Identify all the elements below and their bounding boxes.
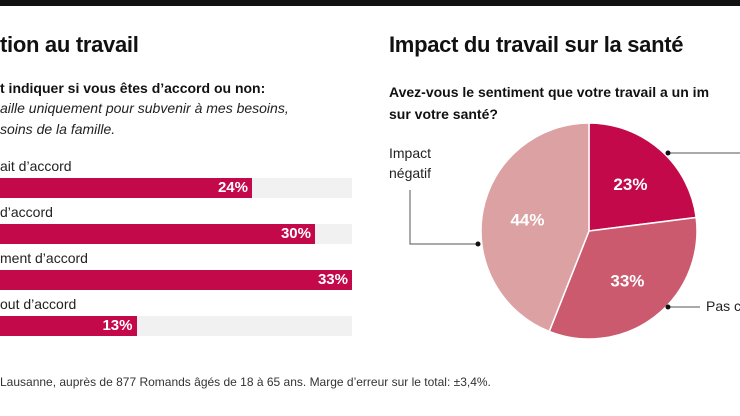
left-chart-title: tion au travail [0, 32, 139, 57]
bar-value-label: 13% [102, 317, 133, 334]
leader-dot [665, 304, 671, 310]
right-chart-title: Impact du travail sur la santé [389, 32, 684, 57]
bar-value-label: 30% [280, 225, 311, 242]
right-question-line2: sur votre santé? [389, 106, 498, 122]
bar-category-label: ment d’accord [0, 250, 88, 266]
bar-track: 30% [0, 224, 352, 244]
bar-track: 13% [0, 316, 352, 336]
bar: 33% [0, 270, 352, 290]
pie-slice [588, 122, 697, 232]
label-negative-line1: Impact [389, 145, 432, 161]
leader-dot [475, 241, 481, 247]
pie-slice [480, 122, 590, 333]
bar-value-label: 24% [217, 179, 248, 196]
bar-track: 24% [0, 178, 352, 198]
bar-category-label: out d’accord [0, 296, 77, 312]
label-negative-line2: négatif [389, 165, 432, 181]
pie-value-label: 44% [510, 210, 544, 229]
label-no-impact: Pas c [706, 298, 740, 314]
leader-line [409, 190, 478, 245]
pie-value-label: 33% [610, 271, 644, 290]
left-statement-line1: aille uniquement pour subvenir à mes bes… [0, 100, 289, 116]
footnote: Lausanne, auprès de 877 Romands âgés de … [0, 375, 491, 389]
left-question: t indiquer si vous êtes d’accord ou non: [0, 80, 266, 96]
top-rule [0, 0, 740, 6]
leader-dot [665, 150, 671, 156]
right-question-line1: Avez-vous le sentiment que votre travail… [389, 84, 710, 100]
bar: 13% [0, 316, 137, 336]
left-statement-line2: soins de la famille. [0, 121, 116, 137]
pie-slice [548, 216, 698, 340]
bar-category-label: d’accord [0, 204, 53, 220]
bar-track: 33% [0, 270, 352, 290]
bar-value-label: 33% [317, 271, 348, 288]
pie-value-label: 23% [613, 175, 647, 194]
bar: 24% [0, 178, 252, 198]
bar: 30% [0, 224, 315, 244]
bar-category-label: ait d’accord [0, 158, 72, 174]
